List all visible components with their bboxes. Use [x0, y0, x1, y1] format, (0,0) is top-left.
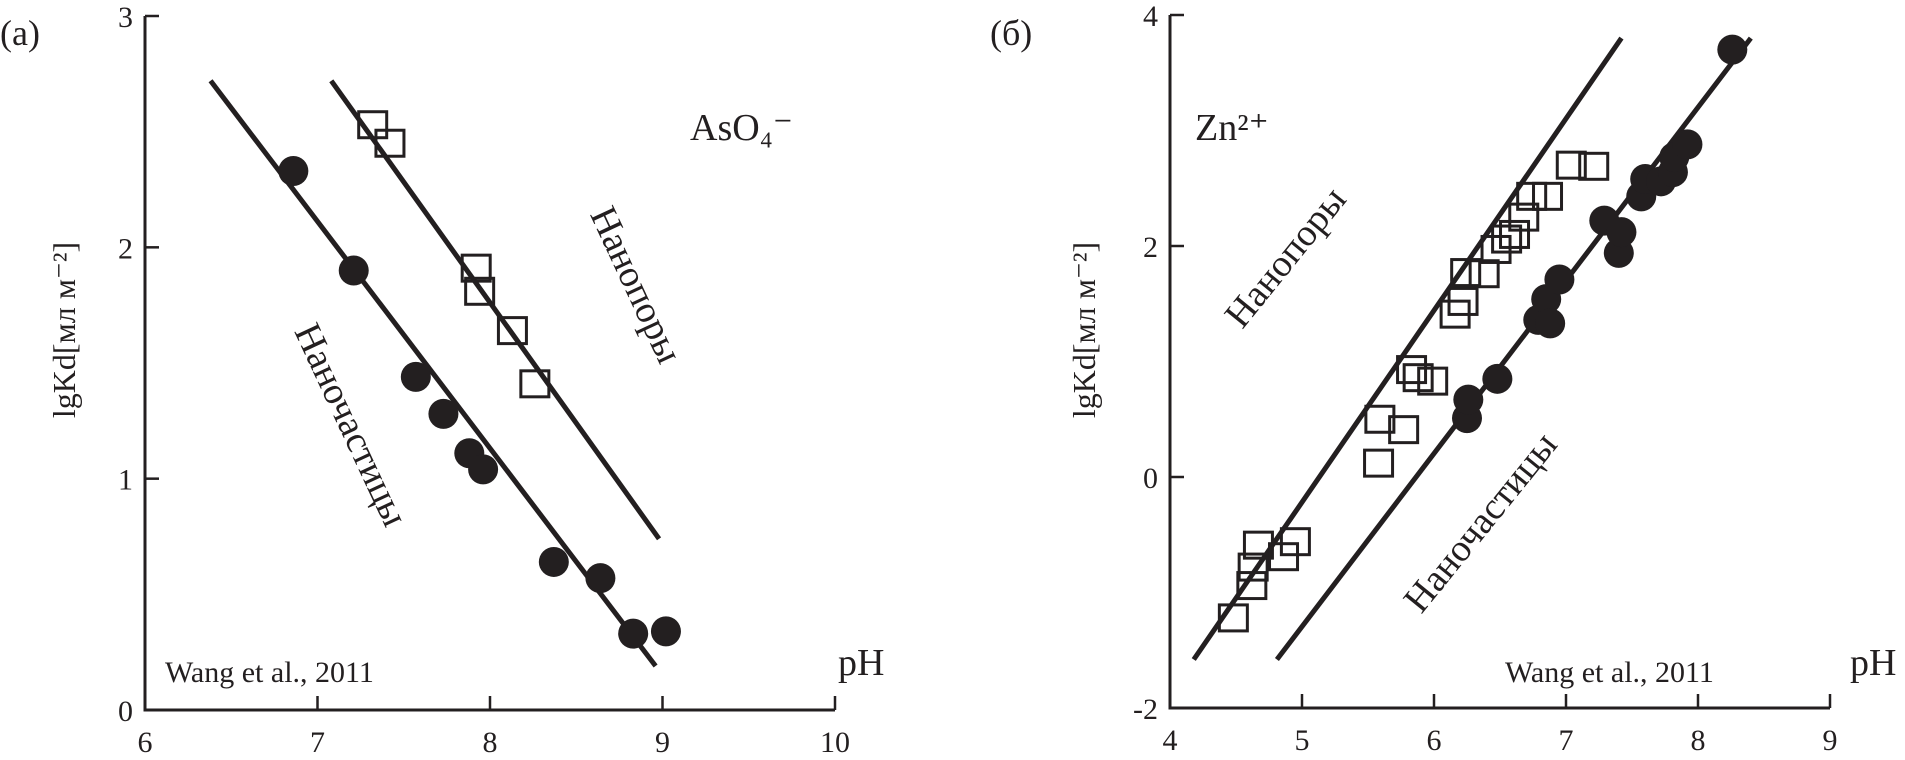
data-point-circle	[1535, 308, 1566, 339]
x-tick-label: 10	[820, 726, 850, 759]
data-point-circle	[1544, 264, 1575, 295]
x-tick-label: 7	[1559, 724, 1574, 757]
data-point-square	[1237, 552, 1269, 582]
y-tick-label: 4	[1143, 0, 1158, 33]
panel-label: (б)	[990, 13, 1032, 53]
data-point-square	[1468, 259, 1500, 289]
x-axis-label: pH	[838, 642, 884, 684]
y-tick-label: 0	[118, 695, 133, 728]
data-point-circle	[1453, 384, 1484, 415]
series-label: Нанопоры	[1217, 179, 1355, 336]
data-point-square	[1532, 181, 1564, 211]
data-point-square	[460, 253, 492, 283]
ion-annotation: AsO₄⁻	[690, 107, 793, 149]
data-point-square	[1236, 571, 1268, 601]
data-point-square	[1363, 448, 1395, 478]
x-tick-label: 8	[483, 726, 498, 759]
data-point-square	[1450, 258, 1482, 288]
source-note: Wang et al., 2011	[165, 656, 374, 689]
data-point-square	[496, 316, 528, 346]
data-point-circle	[1482, 363, 1513, 394]
data-point-square	[1268, 542, 1300, 572]
x-tick-label: 4	[1163, 724, 1178, 757]
data-point-circle	[338, 255, 369, 286]
data-point-circle	[538, 546, 569, 577]
y-tick-label: 3	[118, 1, 133, 34]
x-tick-label: 6	[138, 726, 153, 759]
fit-line	[1274, 36, 1753, 662]
panel-label: (а)	[0, 13, 40, 53]
x-tick-label: 9	[1823, 724, 1838, 757]
y-tick-label: 2	[1143, 231, 1158, 264]
data-point-square	[1555, 150, 1587, 180]
data-point-square	[519, 369, 551, 399]
fit-line	[1191, 36, 1624, 661]
data-point-square	[1447, 286, 1479, 316]
y-axis-label: lgKd[мл м⁻²]	[46, 242, 82, 418]
source-note: Wang et al., 2011	[1505, 656, 1714, 689]
data-point-square	[1217, 603, 1249, 633]
data-point-circle	[650, 616, 681, 647]
y-tick-label: 0	[1143, 462, 1158, 495]
data-point-circle	[1606, 217, 1637, 248]
x-tick-label: 8	[1691, 724, 1706, 757]
series-nanoparticles: Наночастицы	[1274, 34, 1753, 662]
data-point-square	[1516, 181, 1548, 211]
series-nanoparticles: Наночастицы	[208, 79, 681, 668]
data-point-circle	[1672, 129, 1703, 160]
x-tick-label: 7	[310, 726, 325, 759]
data-point-square	[1508, 202, 1540, 232]
y-axis-label: lgKd[мл м⁻²]	[1066, 242, 1102, 418]
data-point-square	[1417, 366, 1449, 396]
series-label: Наночастицы	[1396, 424, 1566, 620]
data-point-circle	[400, 361, 431, 392]
y-tick-label: 2	[118, 232, 133, 265]
series-label: Наночастицы	[286, 317, 416, 533]
data-point-square	[374, 128, 406, 158]
data-point-circle	[278, 155, 309, 186]
data-point-square	[1364, 404, 1396, 434]
x-tick-label: 9	[655, 726, 670, 759]
data-point-circle	[428, 398, 459, 429]
data-point-square	[1388, 415, 1420, 445]
ion-annotation: Zn²⁺	[1195, 107, 1269, 149]
x-axis-label: pH	[1850, 642, 1896, 684]
panel-a: 6 7 8 9 10 0 1 2 3 (а) AsO₄⁻ Wang et al., 2011 pH lgK…	[0, 1, 884, 759]
panel-b: 4 5 6 7 8 9 -2 0 2 4 (б) Zn²⁺ Wang et al., 2011 pH lgK…	[990, 0, 1896, 757]
series-label: Нанопоры	[581, 200, 690, 370]
data-point-square	[1480, 234, 1512, 264]
data-point-square	[1499, 219, 1531, 249]
data-point-square	[464, 276, 496, 306]
data-point-circle	[585, 563, 616, 594]
y-tick-label: 1	[118, 464, 133, 497]
data-point-circle	[618, 618, 649, 649]
x-tick-label: 6	[1427, 724, 1442, 757]
y-tick-label: -2	[1133, 693, 1158, 726]
data-point-square	[1279, 527, 1311, 557]
data-point-circle	[1717, 34, 1748, 65]
data-point-square	[357, 110, 389, 140]
data-point-square	[1491, 224, 1523, 254]
data-point-circle	[468, 454, 499, 485]
x-tick-label: 5	[1295, 724, 1310, 757]
data-point-square	[1578, 151, 1610, 181]
